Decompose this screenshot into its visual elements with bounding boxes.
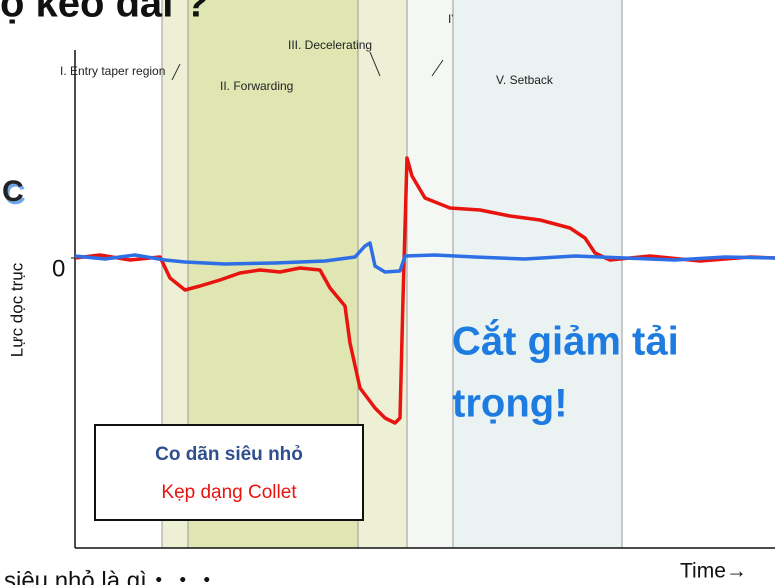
region-label: II. Forwarding bbox=[220, 79, 293, 93]
legend-label: Kẹp dạng Collet bbox=[161, 482, 297, 503]
y-axis-label: Lực dọc trục bbox=[7, 262, 26, 357]
title: ộ kéo dài ? bbox=[0, 0, 209, 26]
legend-box bbox=[95, 425, 363, 520]
region-band bbox=[407, 0, 453, 548]
region-label: V. Setback bbox=[496, 73, 554, 87]
callout: Cắt giảm tải bbox=[452, 318, 679, 364]
region-label: III. Decelerating bbox=[288, 38, 372, 52]
region-label: I. Entry taper region bbox=[60, 64, 165, 78]
y-tick-label: 0 bbox=[52, 255, 65, 282]
page: {"chart_data": { "type": "line", "title"… bbox=[0, 0, 781, 585]
x-axis-label: Time→ bbox=[680, 560, 747, 583]
footer-text: siêu nhỏ là gì・・・ bbox=[4, 567, 219, 585]
callout: trọng! bbox=[452, 382, 568, 426]
region-band bbox=[358, 0, 407, 548]
chart: I. Entry taper region II. Forwarding III. … bbox=[0, 0, 781, 585]
side-letter: C bbox=[2, 175, 24, 208]
legend-label: Co dãn siêu nhỏ bbox=[155, 444, 303, 465]
